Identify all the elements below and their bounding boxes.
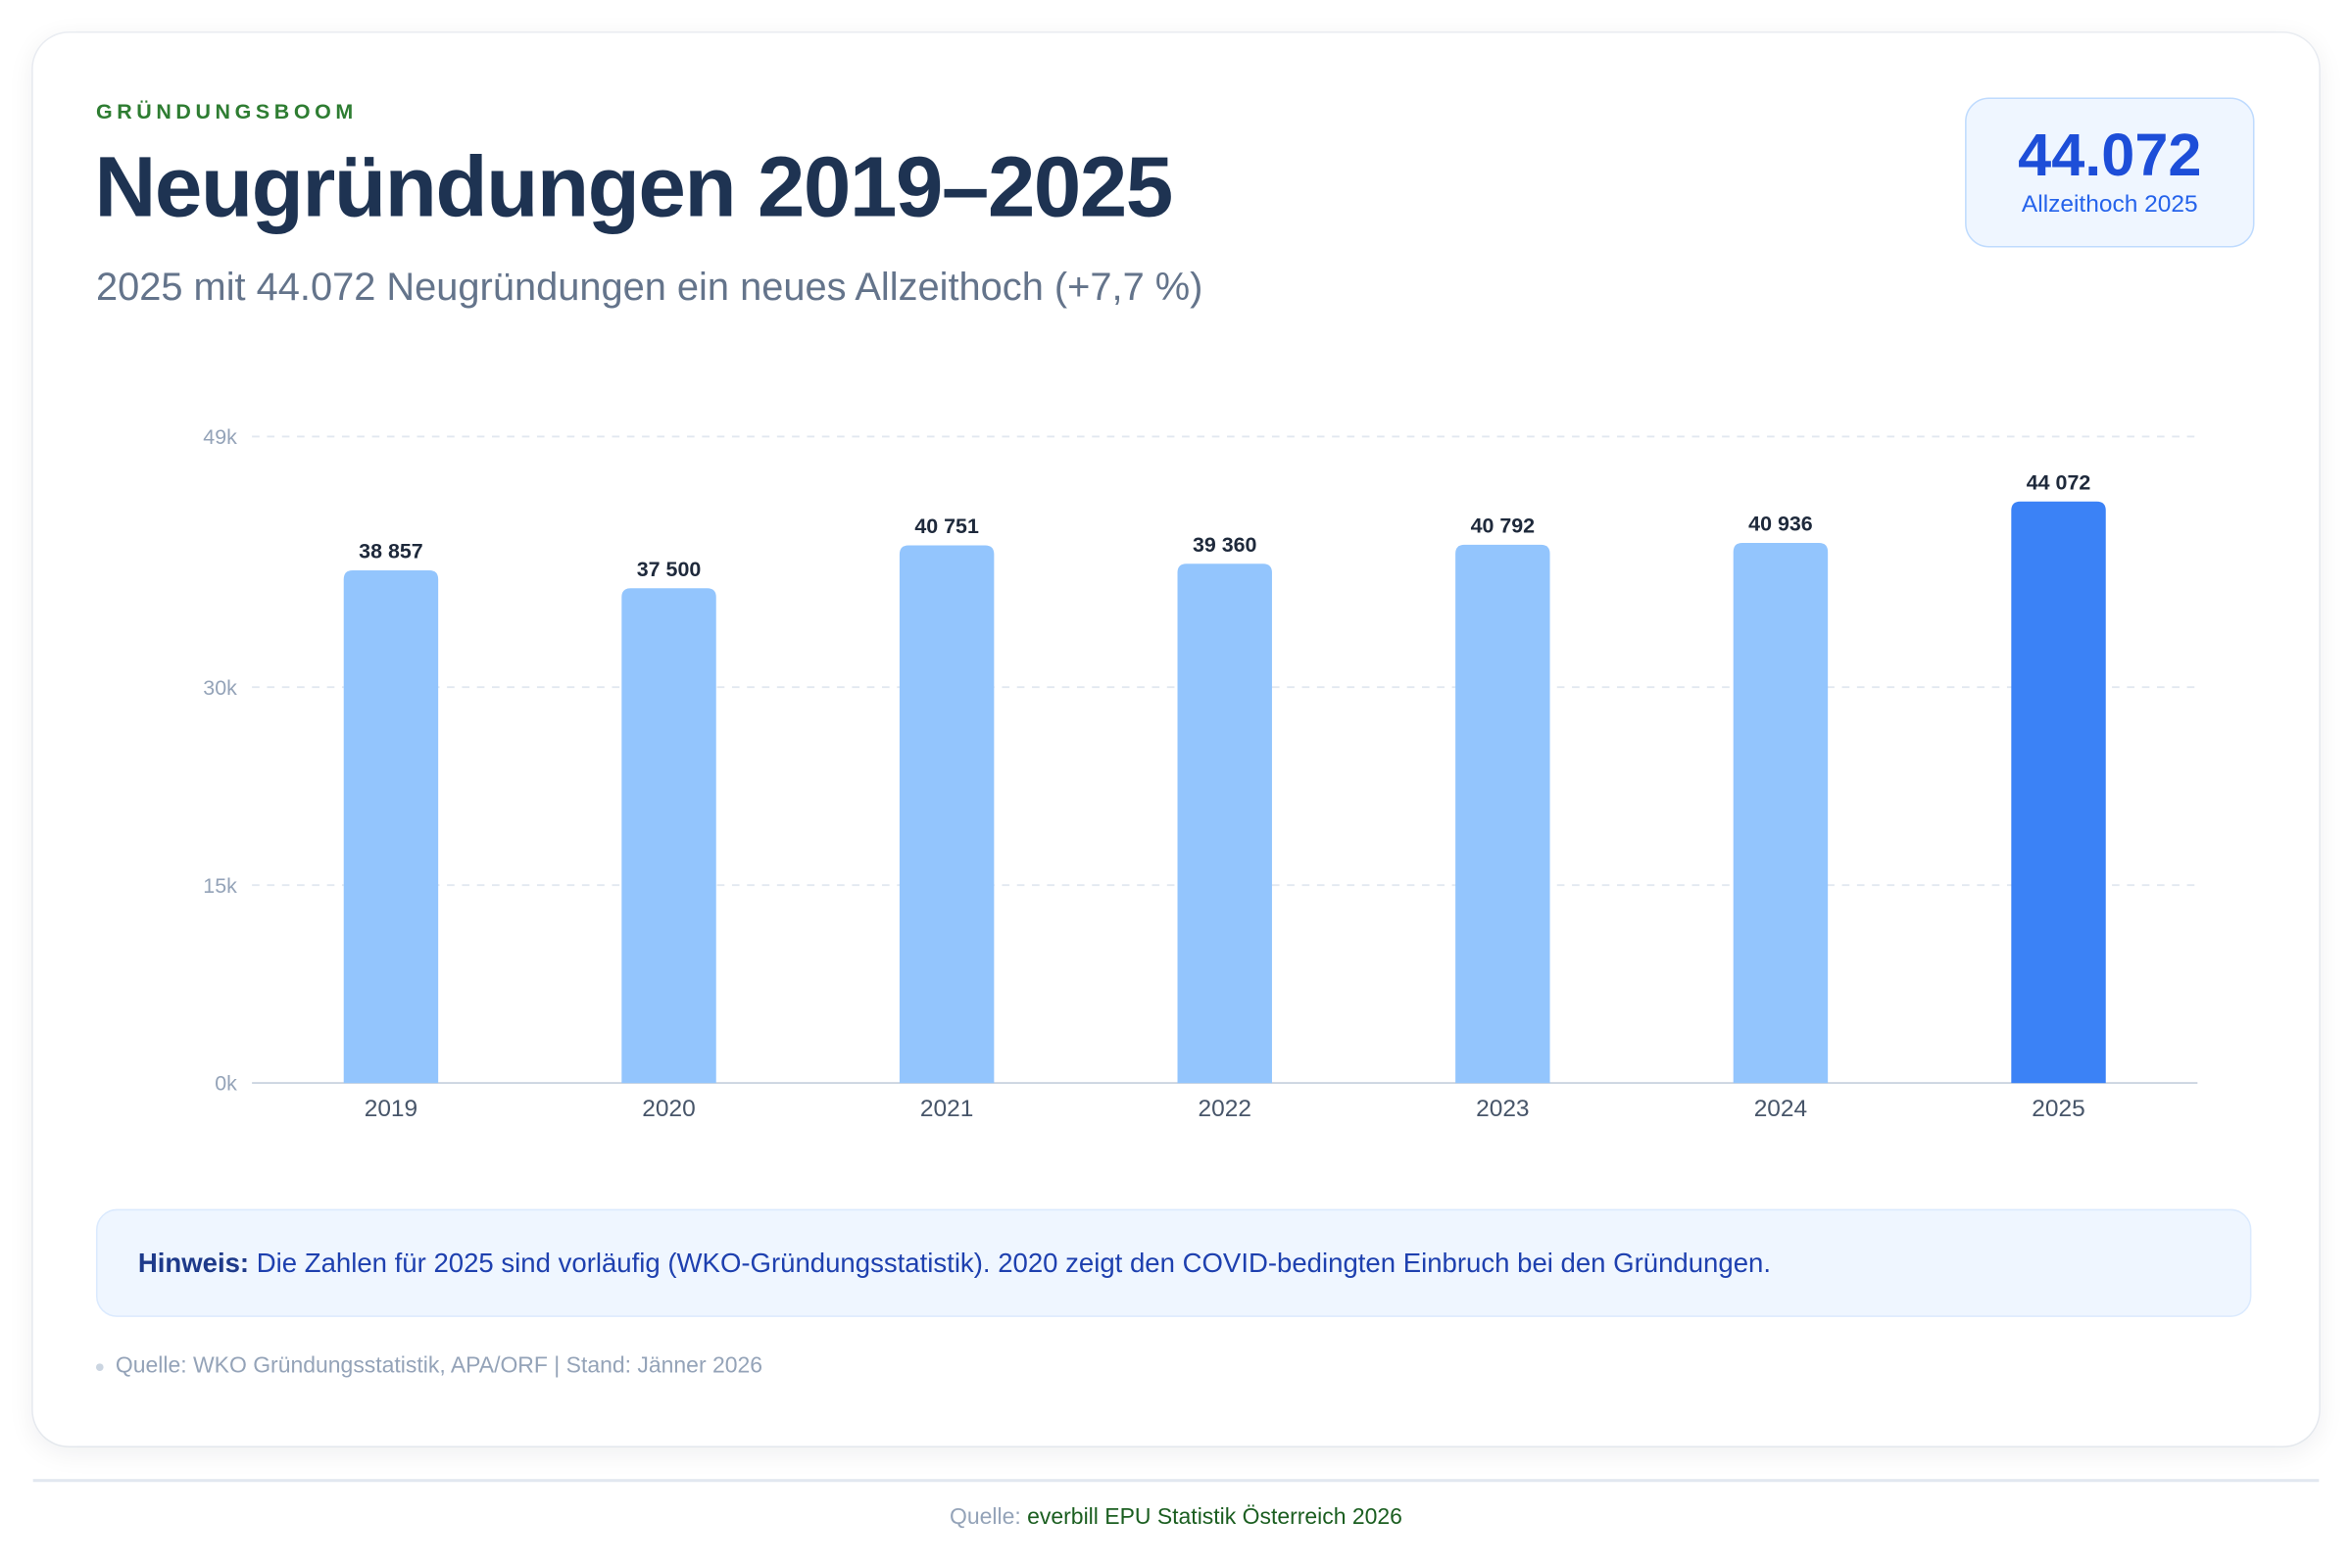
y-tick-label: 49k	[203, 425, 237, 449]
x-tick-label: 2025	[2032, 1096, 2084, 1122]
source-text: Quelle: WKO Gründungsstatistik, APA/ORF …	[115, 1352, 763, 1379]
x-tick-label: 2021	[920, 1096, 973, 1122]
source-line: Quelle: WKO Gründungsstatistik, APA/ORF …	[95, 1352, 763, 1379]
bar-2021	[899, 545, 995, 1084]
x-tick-label: 2022	[1199, 1096, 1251, 1122]
bar-2025	[2011, 501, 2106, 1084]
footer-brand: everbill EPU Statistik Österreich 2026	[1027, 1504, 1402, 1531]
bar-chart: 0k 15k 30k 49k 38 857 2019 37 500 2020 40 751 202…	[203, 425, 2198, 1122]
value-label: 38 857	[359, 540, 422, 564]
bar-2023	[1455, 544, 1550, 1084]
subtitle: 2025 mit 44.072 Neugründungen ein neues …	[95, 264, 1203, 310]
page-title: Neugründungen 2019–2025	[94, 139, 1173, 236]
highlight-badge: 44.072 Allzeithoch 2025	[1965, 97, 2255, 248]
value-label: 37 500	[637, 558, 702, 581]
value-label: 40 936	[1748, 513, 1813, 536]
x-tick-label: 2023	[1476, 1096, 1529, 1122]
value-label: 40 792	[1471, 514, 1536, 538]
badge-label: Allzeithoch 2025	[2021, 191, 2198, 218]
divider	[32, 1479, 2320, 1482]
value-label: 44 072	[2027, 471, 2091, 495]
value-label: 40 751	[914, 514, 979, 538]
bar-2024	[1733, 542, 1829, 1084]
x-tick-label: 2020	[642, 1096, 695, 1122]
badge-value: 44.072	[2018, 122, 2202, 189]
footer-prefix: Quelle:	[950, 1504, 1028, 1531]
y-tick-label: 15k	[203, 874, 237, 898]
kicker: GRÜNDUNGSBOOM	[95, 99, 358, 123]
footer: Quelle: everbill EPU Statistik Österreic…	[0, 1504, 2352, 1530]
bar-2019	[343, 569, 439, 1084]
bar-2022	[1177, 564, 1272, 1084]
bar-2020	[621, 588, 716, 1084]
x-tick-label: 2019	[365, 1096, 417, 1122]
x-tick-label: 2024	[1754, 1096, 1807, 1122]
y-tick-label: 0k	[215, 1072, 237, 1096]
bullet-icon	[95, 1362, 104, 1371]
value-label: 39 360	[1193, 533, 1257, 557]
note-text: Die Zahlen für 2025 sind vorläufig (WKO-…	[249, 1248, 1772, 1279]
y-tick-label: 30k	[203, 676, 237, 700]
note-label: Hinweis:	[137, 1248, 250, 1279]
note-box: Hinweis: Die Zahlen für 2025 sind vorläu…	[95, 1208, 2252, 1317]
